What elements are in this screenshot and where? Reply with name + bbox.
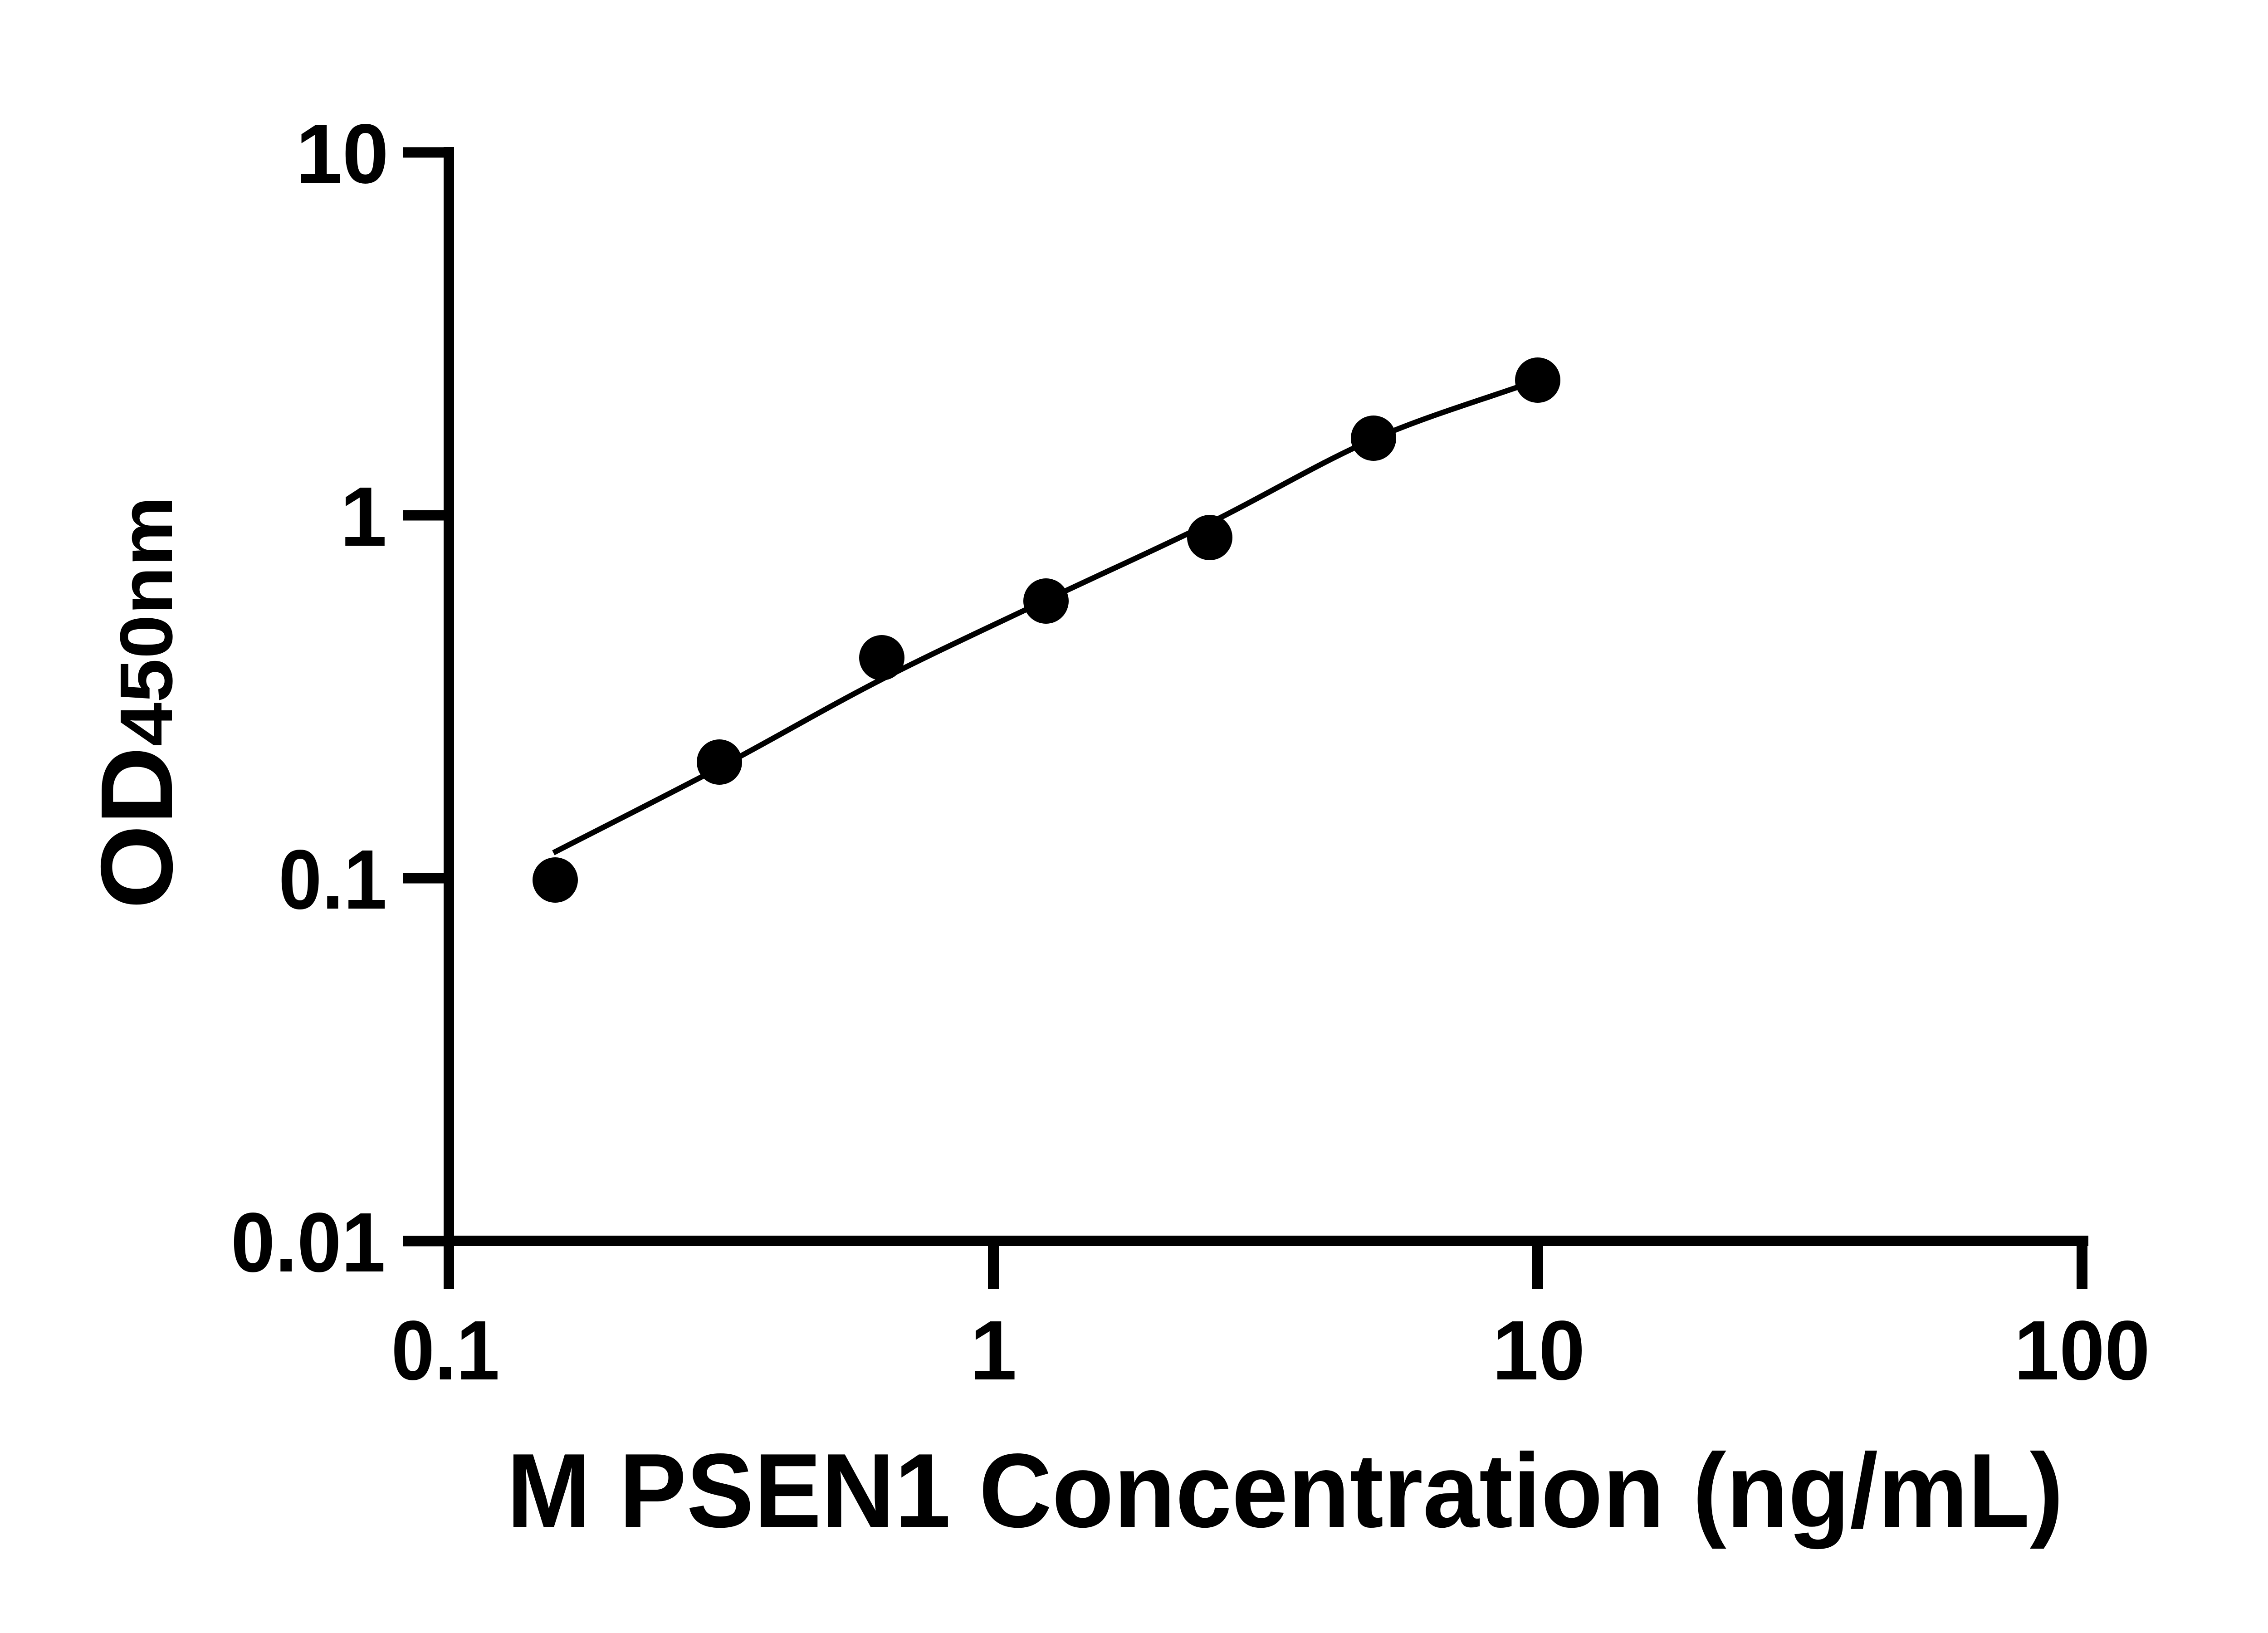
svg-text:1: 1 bbox=[970, 1304, 1017, 1398]
svg-text:0.01: 0.01 bbox=[231, 1196, 386, 1290]
svg-text:1: 1 bbox=[340, 470, 387, 564]
svg-text:10: 10 bbox=[296, 107, 389, 201]
svg-text:M PSEN1 Concentration (ng/mL): M PSEN1 Concentration (ng/mL) bbox=[507, 1432, 2063, 1550]
svg-text:10: 10 bbox=[1492, 1304, 1585, 1398]
svg-text:100: 100 bbox=[2014, 1304, 2150, 1398]
svg-text:0.1: 0.1 bbox=[391, 1304, 500, 1398]
svg-text:0.1: 0.1 bbox=[279, 833, 387, 927]
